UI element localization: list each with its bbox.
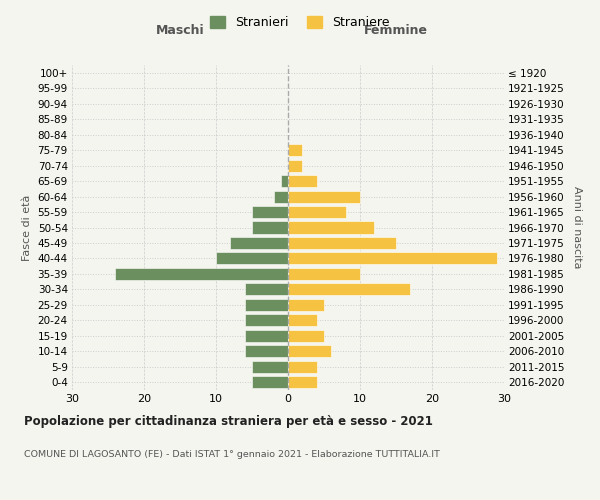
- Bar: [252, 376, 288, 388]
- Bar: [245, 299, 288, 311]
- Bar: [288, 346, 331, 358]
- Text: COMUNE DI LAGOSANTO (FE) - Dati ISTAT 1° gennaio 2021 - Elaborazione TUTTITALIA.: COMUNE DI LAGOSANTO (FE) - Dati ISTAT 1°…: [24, 450, 440, 459]
- Y-axis label: Anni di nascita: Anni di nascita: [572, 186, 581, 269]
- Bar: [288, 299, 324, 311]
- Bar: [216, 252, 288, 264]
- Bar: [252, 361, 288, 373]
- Bar: [288, 222, 374, 234]
- Bar: [288, 330, 324, 342]
- Bar: [288, 206, 346, 218]
- Bar: [288, 144, 302, 156]
- Bar: [115, 268, 288, 280]
- Bar: [281, 175, 288, 187]
- Bar: [288, 190, 360, 202]
- Legend: Stranieri, Straniere: Stranieri, Straniere: [205, 11, 395, 34]
- Bar: [288, 252, 497, 264]
- Y-axis label: Fasce di età: Fasce di età: [22, 194, 32, 260]
- Bar: [245, 284, 288, 296]
- Bar: [288, 314, 317, 326]
- Bar: [245, 346, 288, 358]
- Bar: [288, 284, 410, 296]
- Bar: [245, 314, 288, 326]
- Bar: [252, 222, 288, 234]
- Bar: [230, 237, 288, 249]
- Text: Maschi: Maschi: [155, 24, 205, 38]
- Bar: [288, 268, 360, 280]
- Bar: [288, 175, 317, 187]
- Bar: [288, 237, 396, 249]
- Bar: [274, 190, 288, 202]
- Bar: [288, 376, 317, 388]
- Text: Femmine: Femmine: [364, 24, 428, 38]
- Bar: [245, 330, 288, 342]
- Text: Popolazione per cittadinanza straniera per età e sesso - 2021: Popolazione per cittadinanza straniera p…: [24, 415, 433, 428]
- Bar: [288, 361, 317, 373]
- Bar: [252, 206, 288, 218]
- Bar: [288, 160, 302, 172]
